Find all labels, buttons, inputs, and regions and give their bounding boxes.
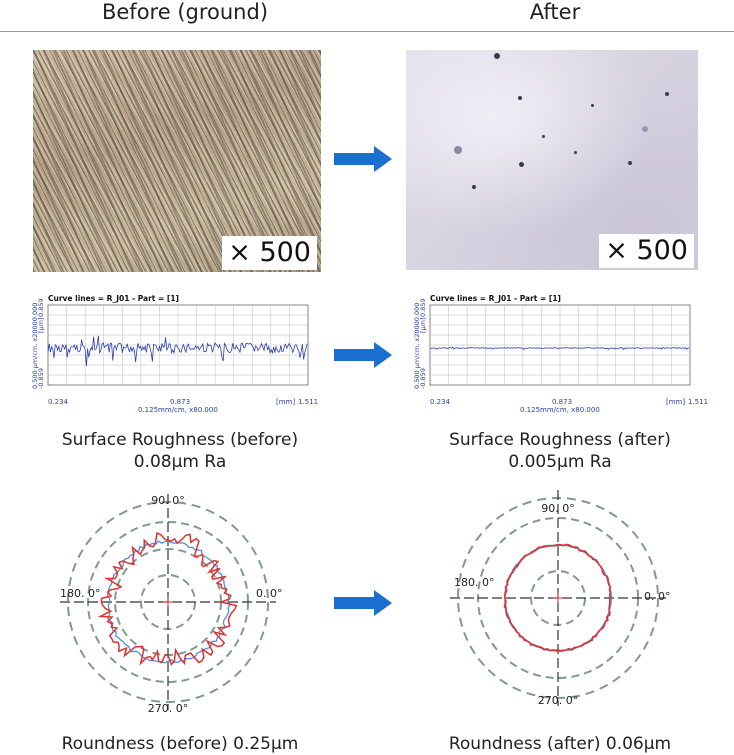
y-max-label: 0.859 bbox=[37, 298, 45, 317]
center-mark bbox=[163, 597, 173, 607]
x-end-unit: [mm] bbox=[276, 398, 296, 406]
x-scale-label: 0.125mm/cm, x80.000 bbox=[520, 406, 600, 414]
roughness-trace-after bbox=[429, 346, 690, 351]
roundness-caption-after: Roundness (after) 0.06μm bbox=[448, 734, 672, 754]
angle-label-top: 90. 0° bbox=[151, 494, 185, 507]
x-start-label: 0.234 bbox=[430, 398, 451, 406]
y-max-label: 0.859 bbox=[419, 298, 427, 317]
micrograph-before: × 500 bbox=[33, 50, 321, 272]
magnification-label-before: × 500 bbox=[222, 236, 317, 270]
x-end-unit: [mm] bbox=[666, 398, 686, 406]
angle-label-right: 0. 0° bbox=[256, 587, 283, 600]
roundness-profile-after bbox=[503, 543, 612, 652]
x-end-label: 1.511 bbox=[298, 398, 319, 406]
roughness-chart-title: Curve lines = R_J01 - Part = [1] bbox=[430, 294, 561, 303]
angle-label-top: 90. 0° bbox=[541, 502, 575, 515]
x-end-label: 1.511 bbox=[688, 398, 709, 406]
x-scale-label: 0.125mm/cm, x80.000 bbox=[138, 406, 218, 414]
center-mark bbox=[553, 593, 563, 603]
x-mid-label: 0.873 bbox=[170, 398, 191, 406]
x-start-label: 0.234 bbox=[48, 398, 69, 406]
roundness-plot-before: 90. 0° 180. 0° 0. 0° 270. 0° bbox=[60, 494, 283, 715]
roughness-chart-title: Curve lines = R_J01 - Part = [1] bbox=[48, 294, 179, 303]
roughness-caption-before: Surface Roughness (before) 0.08μm Ra bbox=[20, 429, 340, 473]
y-unit: [µm] bbox=[419, 317, 427, 333]
y-min-label: -0.859 bbox=[37, 368, 45, 389]
angle-label-bottom: 270. 0° bbox=[538, 694, 579, 707]
arrow-icon bbox=[334, 342, 392, 368]
roughness-caption-title: Surface Roughness (before) bbox=[61, 430, 299, 450]
roughness-chart-before: Curve lines = R_J01 - Part = [1] 0.500 µ… bbox=[31, 294, 309, 389]
before-column-title: Before (ground) bbox=[101, 0, 269, 24]
magnification-label-after: × 500 bbox=[599, 234, 694, 268]
header-divider bbox=[0, 31, 734, 32]
angle-label-right: 0. 0° bbox=[644, 590, 671, 603]
angle-label-bottom: 270. 0° bbox=[148, 702, 189, 715]
roundness-caption-before: Roundness (before) 0.25μm bbox=[61, 734, 299, 754]
y-min-label: -0.859 bbox=[419, 368, 427, 389]
roughness-caption-value: 0.08μm Ra bbox=[133, 452, 227, 472]
roughness-x-axis-after: 0.234 0.873 0.125mm/cm, x80.000 [mm] 1.5… bbox=[430, 398, 708, 420]
arrow-icon bbox=[334, 146, 392, 172]
roughness-caption-title: Surface Roughness (after) bbox=[449, 430, 671, 450]
after-column-title: After bbox=[529, 0, 581, 24]
roughness-x-axis-before: 0.234 0.873 0.125mm/cm, x80.000 [mm] 1.5… bbox=[48, 398, 318, 420]
roundness-plot-after: 90. 0° 180. 0° 0. 0° 270. 0° bbox=[450, 490, 671, 707]
roundness-profile-before bbox=[97, 531, 238, 666]
x-mid-label: 0.873 bbox=[552, 398, 573, 406]
angle-label-left: 180. 0° bbox=[454, 576, 495, 589]
roughness-caption-value: 0.005μm Ra bbox=[508, 452, 612, 472]
micrograph-after: × 500 bbox=[406, 50, 698, 270]
y-unit: [µm] bbox=[37, 317, 45, 333]
roughness-caption-after: Surface Roughness (after) 0.005μm Ra bbox=[400, 429, 720, 473]
y-axis-label: 0.500 µm/cm, x20000.000 bbox=[31, 303, 39, 389]
roughness-trace-before bbox=[47, 335, 308, 367]
y-axis-label: 0.500 µm/cm, x20000.000 bbox=[413, 303, 421, 389]
roughness-chart-after: Curve lines = R_J01 - Part = [1] 0.500 µ… bbox=[413, 294, 691, 389]
roundness-reference-circle bbox=[107, 540, 231, 664]
arrow-icon bbox=[334, 590, 392, 616]
angle-label-left: 180. 0° bbox=[60, 587, 101, 600]
